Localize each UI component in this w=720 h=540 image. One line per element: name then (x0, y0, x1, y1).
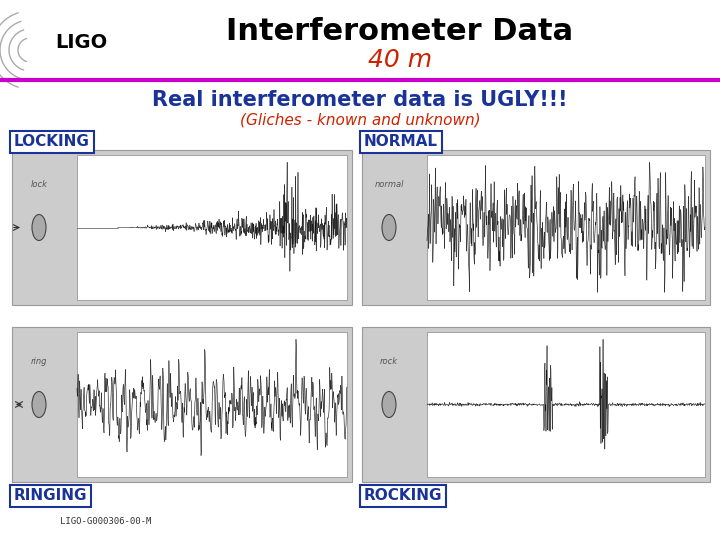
Bar (427, 332, 705, 477)
Text: LOCKING: LOCKING (14, 134, 90, 150)
Text: ring: ring (31, 356, 48, 366)
Text: rock: rock (380, 356, 398, 366)
Ellipse shape (382, 392, 396, 417)
Text: Real interferometer data is UGLY!!!: Real interferometer data is UGLY!!! (152, 90, 568, 110)
Ellipse shape (382, 214, 396, 240)
Bar (427, 155, 705, 300)
Text: NORMAL: NORMAL (364, 134, 438, 150)
Bar (12, 150, 352, 305)
Bar (77, 155, 347, 300)
Text: normal: normal (374, 180, 404, 188)
Text: LIGO-G000306-00-M: LIGO-G000306-00-M (60, 517, 151, 526)
Bar (77, 332, 347, 477)
Text: Interferometer Data: Interferometer Data (226, 17, 574, 46)
Ellipse shape (32, 214, 46, 240)
Ellipse shape (32, 392, 46, 417)
Text: RINGING: RINGING (14, 489, 88, 503)
Text: lock: lock (30, 180, 48, 188)
Text: LIGO: LIGO (55, 32, 107, 51)
Text: 40 m: 40 m (368, 48, 432, 72)
Text: ROCKING: ROCKING (364, 489, 443, 503)
Text: (Gliches - known and unknown): (Gliches - known and unknown) (240, 112, 480, 127)
Bar (12, 327, 352, 482)
Bar (362, 150, 710, 305)
Bar (362, 327, 710, 482)
